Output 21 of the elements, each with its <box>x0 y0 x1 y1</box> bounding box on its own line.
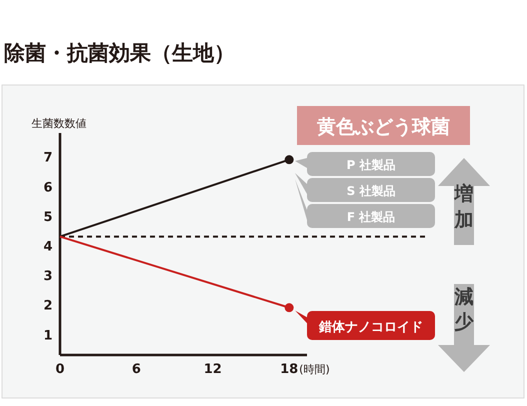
text: 増加 <box>454 183 474 231</box>
x-tick-label: 12 <box>204 362 222 377</box>
x-tick-label: 6 <box>132 362 141 377</box>
y-tick-label: 1 <box>43 328 53 344</box>
y-tick-label: 2 <box>43 298 53 314</box>
text: 減少 <box>454 286 474 333</box>
legend-label: 錯体ナノコロイド <box>318 320 423 335</box>
chart-title: 除菌・抗菌効果（生地） <box>4 41 235 65</box>
text: 黄色ぶどう球菌 <box>316 116 450 138</box>
y-tick-label: 7 <box>43 150 53 166</box>
text: P 社製品 <box>346 158 396 172</box>
y-tick-label: 4 <box>43 239 53 254</box>
x-tick-label: 0 <box>55 362 65 377</box>
x-tick-label: 18 <box>280 362 298 377</box>
text: S 社製品 <box>346 184 396 198</box>
y-tick-label: 3 <box>43 269 53 284</box>
y-tick-label: 5 <box>43 210 53 225</box>
text: F 社製品 <box>346 210 396 224</box>
y-axis-title: 生菌数数値 <box>32 117 86 130</box>
y-tick-label: 6 <box>43 180 53 196</box>
x-axis-title: (時間) <box>299 363 330 376</box>
